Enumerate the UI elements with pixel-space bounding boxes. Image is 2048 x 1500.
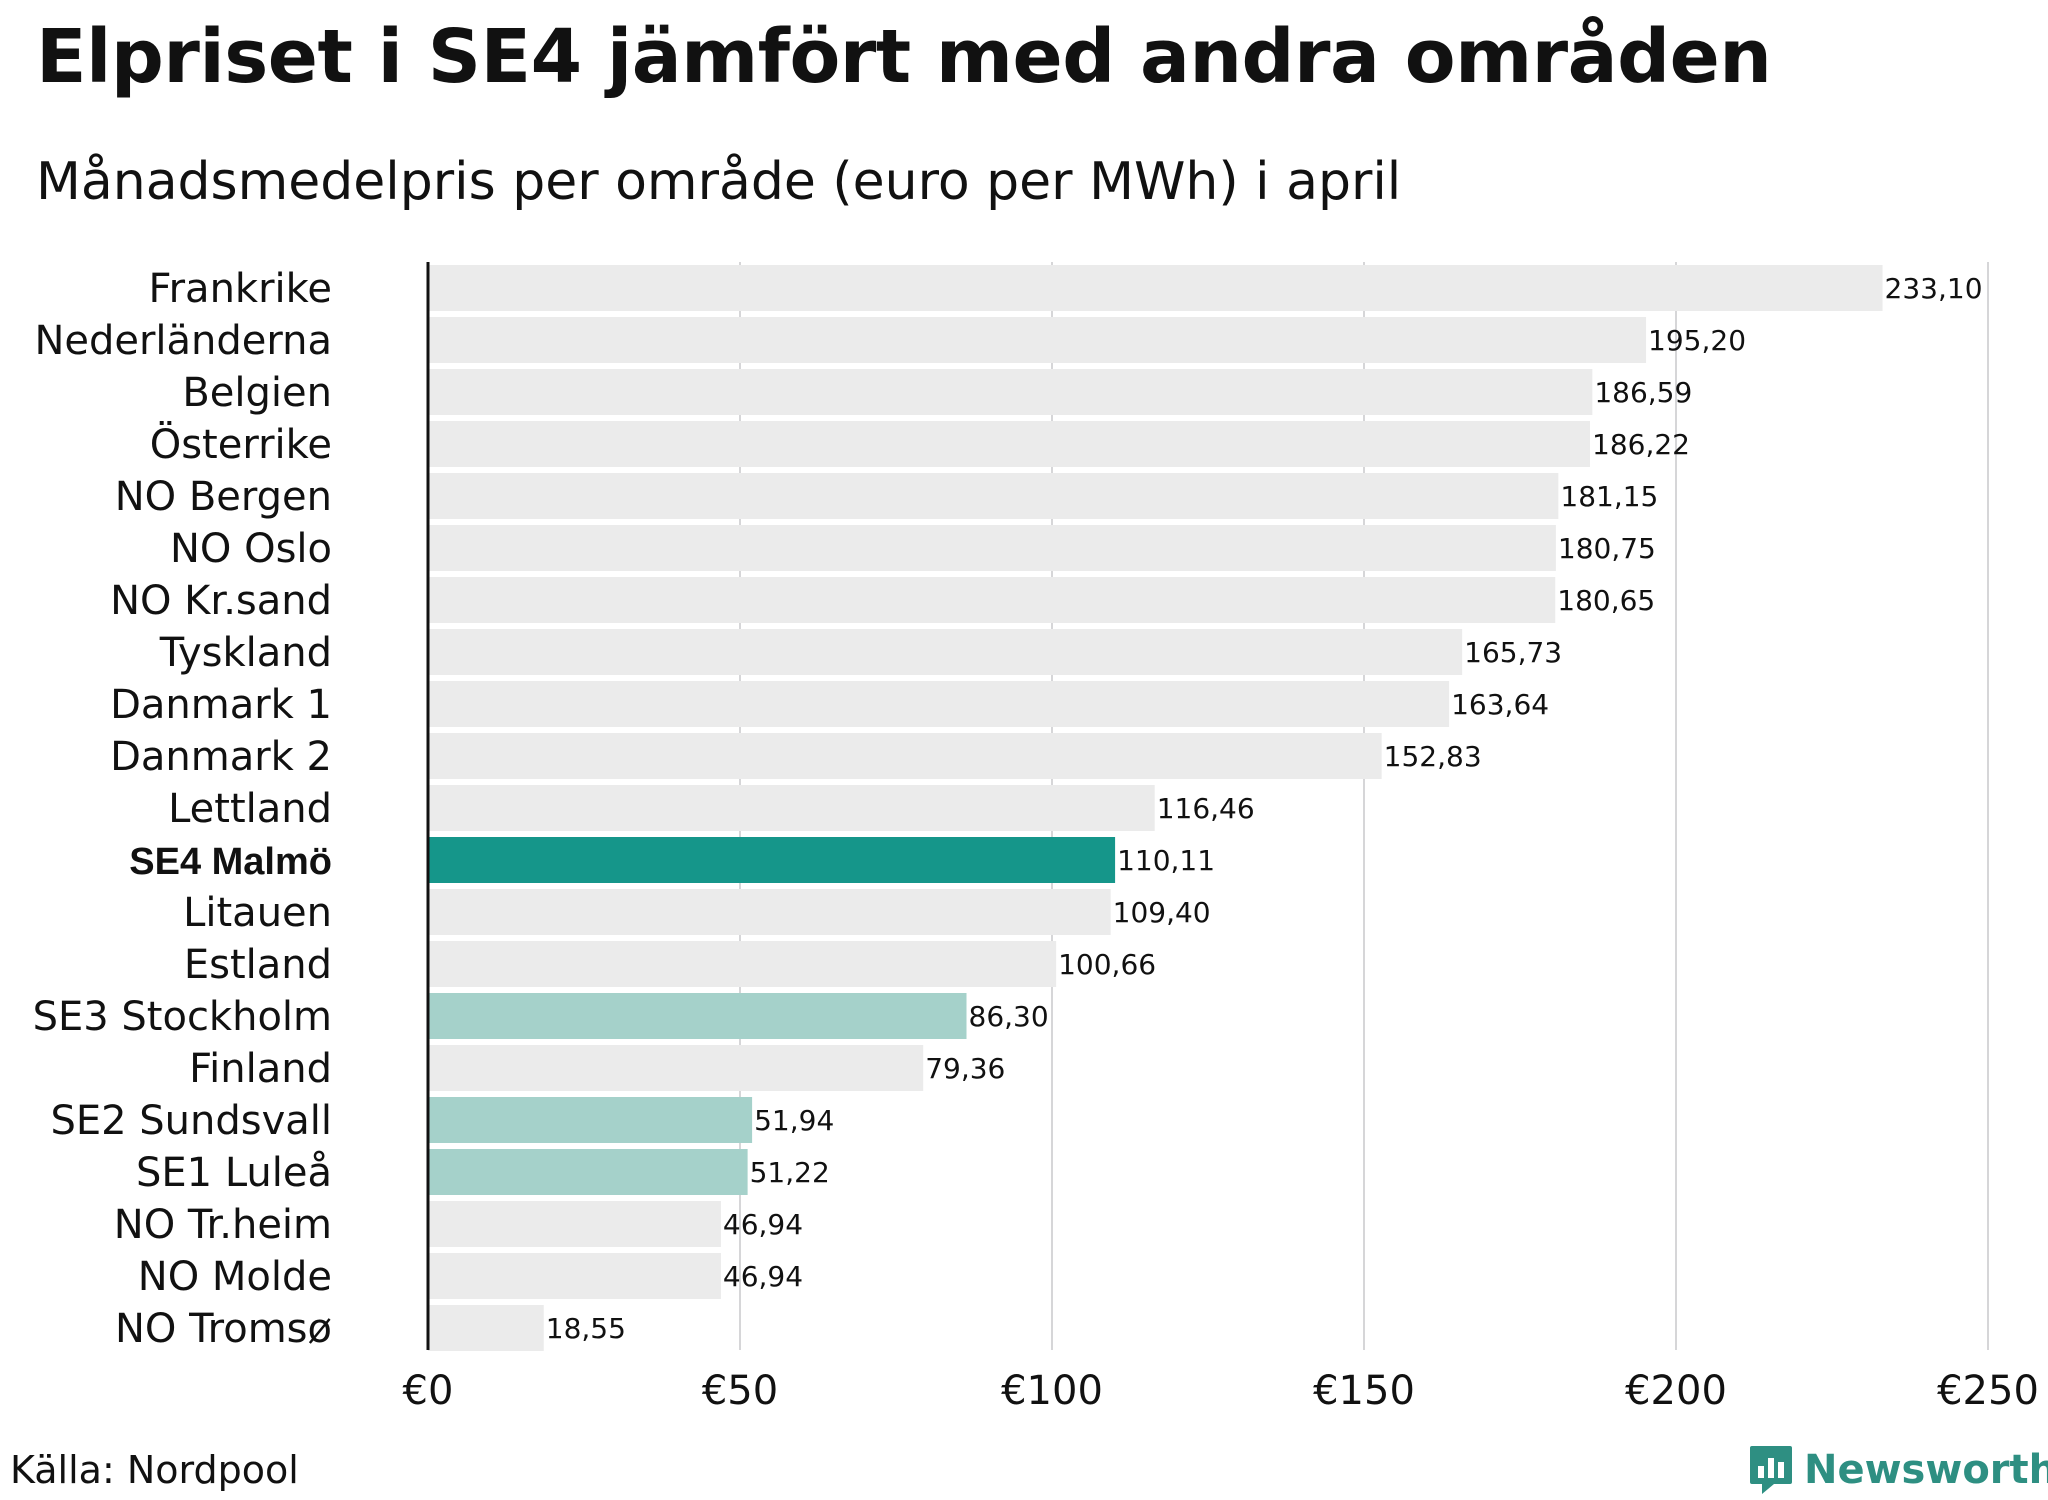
value-label: 195,20 (1648, 324, 1746, 357)
value-label: 86,30 (969, 1000, 1049, 1033)
bar (428, 1097, 753, 1143)
value-label: 186,22 (1592, 428, 1690, 461)
bar (428, 1253, 721, 1299)
category-label: NO Kr.sand (110, 578, 332, 624)
category-label: SE1 Luleå (136, 1150, 332, 1196)
bar (428, 421, 1591, 467)
bar (428, 317, 1647, 363)
newsworthy-logo-text: Newsworthy (1804, 1447, 2048, 1493)
value-label: 165,73 (1464, 636, 1562, 669)
value-label: 110,11 (1117, 844, 1215, 877)
bar (428, 577, 1556, 623)
bar (428, 369, 1593, 415)
bar (428, 265, 1883, 311)
category-label: NO Bergen (115, 474, 332, 520)
bar (428, 1305, 544, 1351)
bar (428, 681, 1450, 727)
source-note: Källa: Nordpool (10, 1448, 299, 1492)
category-label: Frankrike (149, 266, 332, 312)
category-label: NO Tromsø (115, 1306, 332, 1352)
category-label: Estland (184, 942, 332, 988)
category-label: SE3 Stockholm (33, 994, 332, 1040)
x-tick-label: €100 (1001, 1368, 1103, 1414)
category-label: Finland (189, 1046, 332, 1092)
category-label: SE4 Malmö (129, 841, 332, 883)
value-label: 46,94 (723, 1260, 803, 1293)
value-label: 181,15 (1560, 480, 1658, 513)
bar (428, 837, 1116, 883)
x-tick-label: €0 (403, 1368, 454, 1414)
value-label: 109,40 (1113, 896, 1211, 929)
bar (428, 1045, 924, 1091)
value-label: 46,94 (723, 1208, 803, 1241)
bar (428, 1149, 748, 1195)
newsworthy-logo-icon (1750, 1446, 1792, 1494)
bar (428, 629, 1463, 675)
bar-chart: Frankrike 233,10 Nederländerna 195,20 Belgie… (33, 262, 2039, 1414)
newsworthy-logo: Newsworthy (1748, 1444, 2048, 1496)
bar (428, 993, 967, 1039)
value-label: 180,75 (1558, 532, 1656, 565)
bar (428, 941, 1057, 987)
value-label: 152,83 (1384, 740, 1482, 773)
chart-subtitle: Månadsmedelpris per område (euro per MWh… (36, 152, 1402, 212)
category-label: Lettland (168, 786, 332, 832)
chart-title: Elpriset i SE4 jämfört med andra områden (36, 14, 1772, 100)
value-label: 18,55 (546, 1312, 626, 1345)
value-label: 100,66 (1058, 948, 1156, 981)
value-label: 51,94 (754, 1104, 834, 1137)
bar (428, 1201, 721, 1247)
category-label: NO Tr.heim (114, 1202, 332, 1248)
bar (428, 785, 1155, 831)
x-tick-label: €50 (702, 1368, 778, 1414)
value-label: 51,22 (750, 1156, 830, 1189)
category-label: Österrike (150, 420, 332, 468)
bar (428, 473, 1559, 519)
category-label: Belgien (182, 370, 332, 416)
x-tick-label: €200 (1625, 1368, 1727, 1414)
x-tick-label: €250 (1937, 1368, 2039, 1414)
value-label: 180,65 (1557, 584, 1655, 617)
category-label: Danmark 1 (110, 682, 332, 728)
category-label: NO Oslo (170, 526, 332, 572)
value-label: 163,64 (1451, 688, 1549, 721)
category-label: NO Molde (138, 1254, 332, 1300)
category-label: Danmark 2 (110, 734, 332, 780)
value-label: 186,59 (1594, 376, 1692, 409)
value-label: 233,10 (1885, 272, 1983, 305)
value-label: 79,36 (925, 1052, 1005, 1085)
category-label: Tyskland (159, 630, 332, 676)
category-label: SE2 Sundsvall (50, 1098, 332, 1144)
bar (428, 525, 1556, 571)
value-label: 116,46 (1157, 792, 1255, 825)
x-tick-label: €150 (1313, 1368, 1415, 1414)
bar (428, 889, 1111, 935)
bar (428, 733, 1382, 779)
category-label: Nederländerna (34, 318, 332, 364)
category-label: Litauen (183, 890, 332, 936)
